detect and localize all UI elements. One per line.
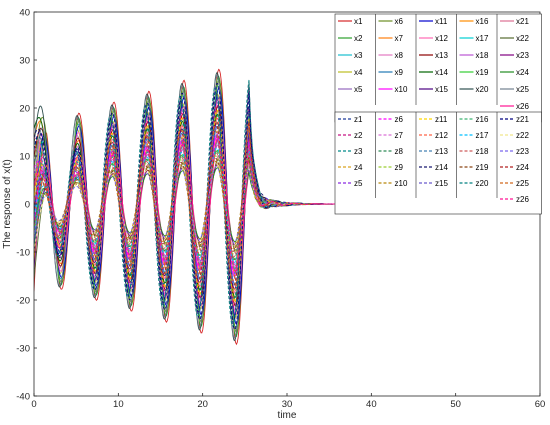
legend-label-z1: z1 (354, 115, 363, 124)
y-tick-label: -10 (16, 248, 30, 259)
x-tick-label: 30 (282, 399, 293, 410)
legend-z: z1 z2 z3 z4 z5 z6 z7 z8 z9 z10 z11 z12 z13 z14 z15 z16 z… (334, 111, 542, 215)
legend-label-z6: z6 (395, 115, 404, 124)
legend-label-x23: x23 (516, 51, 529, 60)
legend-box (334, 13, 542, 123)
legend-label-x12: x12 (435, 34, 448, 43)
legend-label-z8: z8 (395, 147, 404, 156)
x-tick-label: 0 (31, 399, 36, 410)
legend-label-x16: x16 (476, 17, 489, 26)
legend-label-z17: z17 (476, 131, 489, 140)
y-tick-label: 40 (19, 8, 30, 19)
x-tick-label: 40 (366, 399, 377, 410)
legend-label-x7: x7 (395, 34, 404, 43)
legend-label-x17: x17 (476, 34, 489, 43)
legend-label-z20: z20 (476, 179, 489, 188)
y-tick-label: 20 (19, 104, 30, 115)
legend-label-x19: x19 (476, 68, 489, 77)
legend-label-x6: x6 (395, 17, 404, 26)
legend-label-z16: z16 (476, 115, 489, 124)
legend-x: x1 x2 x3 x4 x5 x6 x7 x8 x9 x10 x11 x12 x13 x14 x15 x16 x… (334, 13, 542, 123)
legend-label-z11: z11 (435, 115, 448, 124)
legend-label-z5: z5 (354, 179, 363, 188)
legend-label-x11: x11 (435, 17, 448, 26)
y-tick-label: 10 (19, 152, 30, 163)
x-tick-label: 60 (535, 399, 546, 410)
legend-label-z22: z22 (516, 131, 529, 140)
series-line-z16 (34, 141, 540, 269)
legend-label-x15: x15 (435, 85, 448, 94)
legend-label-z3: z3 (354, 147, 363, 156)
x-axis-label: time (278, 410, 297, 421)
y-tick-label: -20 (16, 296, 30, 307)
legend-label-z12: z12 (435, 131, 448, 140)
legend-label-x5: x5 (354, 85, 363, 94)
x-tick-label: 50 (450, 399, 461, 410)
x-tick-label: 20 (197, 399, 208, 410)
legend-label-x3: x3 (354, 51, 363, 60)
legend-label-x4: x4 (354, 68, 363, 77)
legend-label-z4: z4 (354, 163, 363, 172)
legend-label-x1: x1 (354, 17, 363, 26)
y-tick-label: 30 (19, 56, 30, 67)
legend-label-x18: x18 (476, 51, 489, 60)
legend-label-x21: x21 (516, 17, 529, 26)
legend-label-z18: z18 (476, 147, 489, 156)
legend-label-x26: x26 (516, 102, 529, 111)
legend-label-x10: x10 (395, 85, 408, 94)
legend-label-x22: x22 (516, 34, 529, 43)
legend-label-z23: z23 (516, 147, 529, 156)
legend-label-x8: x8 (395, 51, 404, 60)
legend-label-z2: z2 (354, 131, 363, 140)
y-axis-ticks: -40 -30 -20 -10 0 10 20 30 40 (16, 8, 37, 403)
legend-label-z26: z26 (516, 195, 529, 204)
y-tick-label: 0 (25, 200, 30, 211)
legend-label-x9: x9 (395, 68, 404, 77)
series-line-z26 (34, 139, 540, 272)
legend-label-z7: z7 (395, 131, 404, 140)
y-tick-label: -30 (16, 344, 30, 355)
x-axis-ticks: 0 10 20 30 40 50 60 (31, 393, 545, 410)
x-tick-label: 10 (113, 399, 124, 410)
legend-label-z10: z10 (395, 179, 408, 188)
legend-label-z24: z24 (516, 163, 529, 172)
legend-label-z14: z14 (435, 163, 448, 172)
legend-label-x14: x14 (435, 68, 448, 77)
y-tick-label: -40 (16, 392, 30, 403)
legend-box (334, 111, 542, 215)
legend-label-x2: x2 (354, 34, 363, 43)
legend-label-z19: z19 (476, 163, 489, 172)
legend-label-x25: x25 (516, 85, 529, 94)
legend-label-x20: x20 (476, 85, 489, 94)
legend-label-z9: z9 (395, 163, 404, 172)
y-axis-label: The response of x(t) (2, 159, 13, 248)
legend-label-z13: z13 (435, 147, 448, 156)
legend-label-z21: z21 (516, 115, 529, 124)
legend-label-x24: x24 (516, 68, 529, 77)
legend-label-x13: x13 (435, 51, 448, 60)
legend-label-z25: z25 (516, 179, 529, 188)
legend-label-z15: z15 (435, 179, 448, 188)
